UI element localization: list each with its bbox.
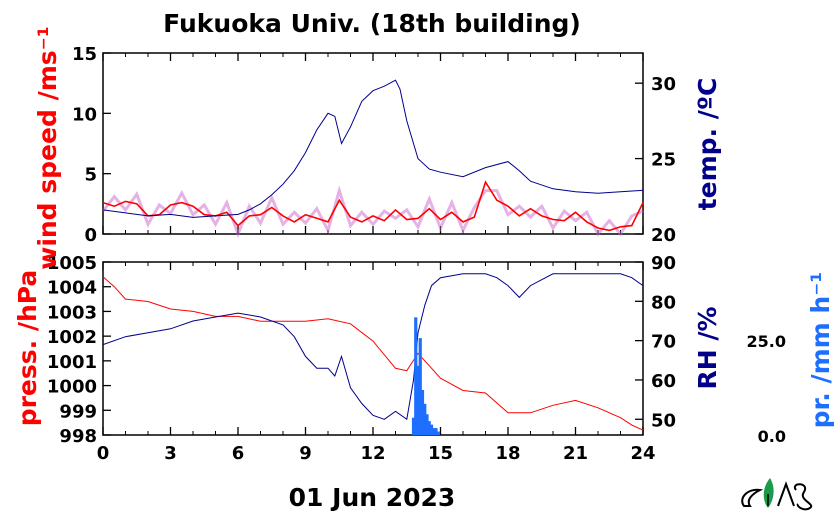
rain-bar xyxy=(414,317,418,435)
rh-line xyxy=(102,273,644,421)
left-tick-label: 999 xyxy=(59,401,97,422)
temp-line xyxy=(102,79,644,218)
x-tick-label: 21 xyxy=(563,443,588,464)
rh-axis-label: RH /% xyxy=(693,306,722,389)
left-tick-label: 5 xyxy=(84,165,97,186)
right-tick-label: 90 xyxy=(651,253,676,274)
temp-axis-label: temp. /ºC xyxy=(693,78,722,211)
top-panel-frame xyxy=(102,52,644,235)
wind-line xyxy=(102,180,644,232)
left-tick-label: 1002 xyxy=(47,327,97,348)
left-tick-label: 1005 xyxy=(47,253,97,274)
right-tick-label: 50 xyxy=(651,410,676,431)
x-tick-label: 0 xyxy=(97,443,110,464)
rain-bar xyxy=(416,365,420,435)
left-tick-label: 1000 xyxy=(47,377,97,398)
rain-axis-label: pr. /mm h⁻¹ xyxy=(806,272,834,429)
rain-bar xyxy=(436,431,440,435)
left-tick-label: 1003 xyxy=(47,302,97,323)
press-axis-label: press. /hPa xyxy=(13,270,42,427)
right-tick-label: 60 xyxy=(651,371,676,392)
x-tick-label: 9 xyxy=(299,443,312,464)
x-tick-label: 12 xyxy=(360,443,385,464)
rain-bar xyxy=(427,421,431,435)
wind-axis-label: wind speed /ms⁻¹ xyxy=(33,26,62,270)
left-tick-label: 0 xyxy=(84,225,97,246)
rain-bar xyxy=(432,428,436,435)
right-tick-label: 80 xyxy=(651,292,676,313)
left-tick-label: 1004 xyxy=(47,278,97,299)
right-tick-label: 30 xyxy=(651,74,676,95)
x-tick-label: 15 xyxy=(428,443,453,464)
bottom-panel-frame xyxy=(102,261,644,436)
left-tick-label: 10 xyxy=(72,104,97,125)
date-label: 01 Jun 2023 xyxy=(289,483,456,512)
rain-bar xyxy=(411,417,416,435)
x-tick-label: 24 xyxy=(630,443,655,464)
right-tick-label: 70 xyxy=(651,332,676,353)
left-tick-label: 998 xyxy=(59,426,97,447)
x-tick-label: 6 xyxy=(232,443,245,464)
rain-bar xyxy=(423,403,427,435)
rain-bar xyxy=(425,414,429,435)
institution-logo xyxy=(741,478,813,511)
rain-bar xyxy=(434,428,438,435)
right-tick-label: 25 xyxy=(651,150,676,171)
x-tick-label: 3 xyxy=(164,443,177,464)
chart-title: Fukuoka Univ. (18th building) xyxy=(163,9,581,38)
wind-raw-line xyxy=(101,185,644,239)
x-tick-label: 18 xyxy=(495,443,520,464)
rain-tick-0: 0.0 xyxy=(758,427,786,446)
left-tick-label: 1001 xyxy=(47,352,97,373)
rain-bar xyxy=(420,390,425,435)
press-line xyxy=(102,276,644,431)
left-tick-label: 15 xyxy=(72,44,97,65)
rain-bar xyxy=(418,338,422,435)
right-tick-label: 20 xyxy=(651,225,676,246)
rain-tick-25: 25.0 xyxy=(747,332,786,351)
rain-bar xyxy=(429,424,434,435)
